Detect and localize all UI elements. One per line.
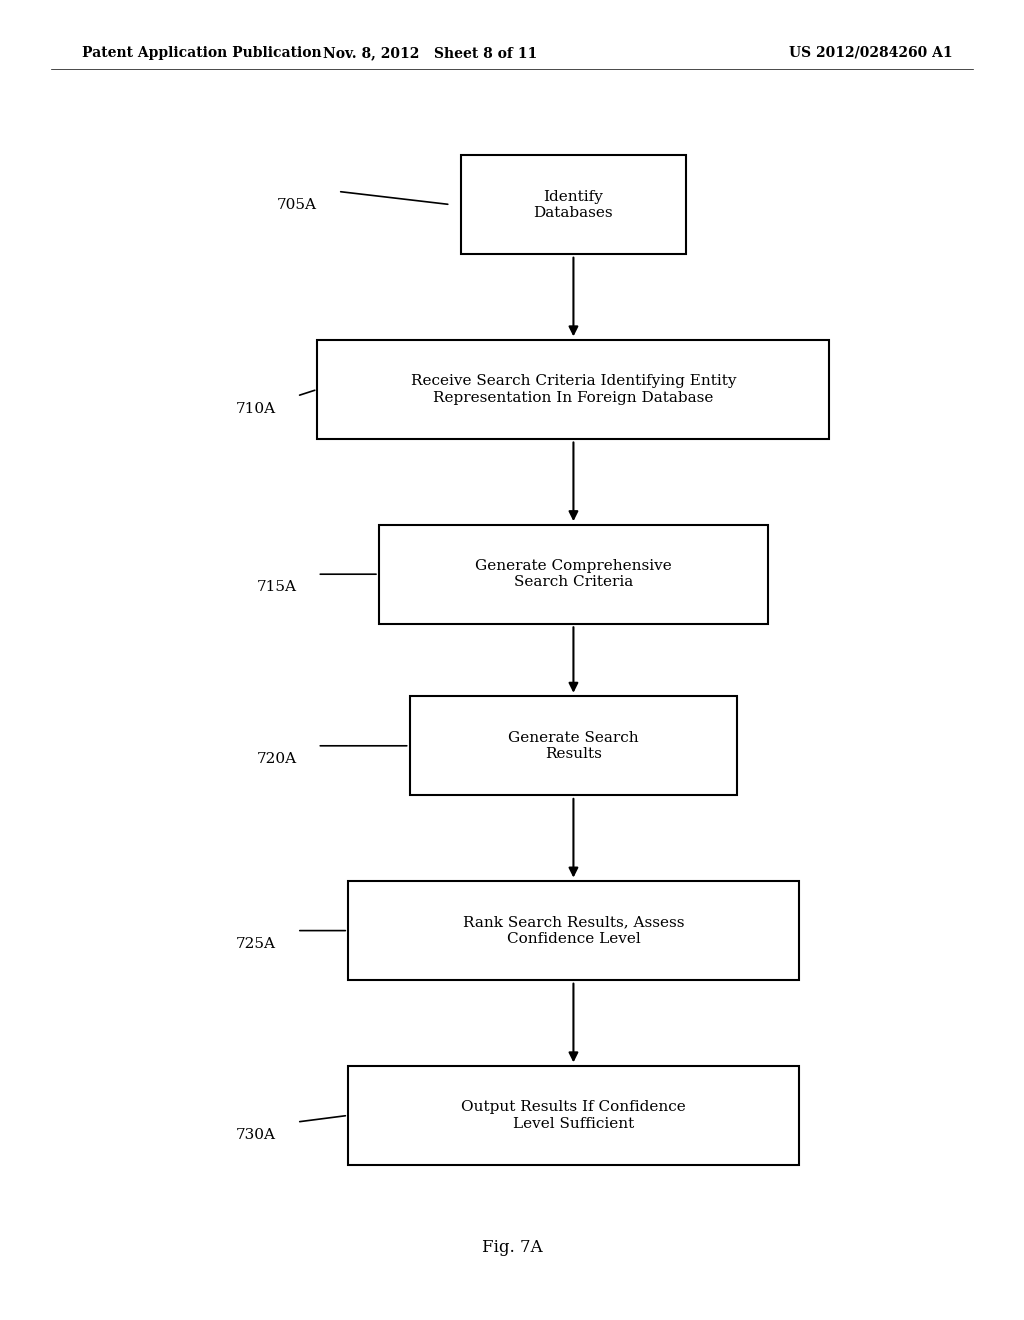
FancyBboxPatch shape	[379, 525, 768, 624]
Text: 710A: 710A	[236, 403, 276, 416]
Text: 720A: 720A	[256, 752, 297, 766]
FancyBboxPatch shape	[410, 697, 737, 795]
Text: Fig. 7A: Fig. 7A	[481, 1239, 543, 1255]
FancyBboxPatch shape	[348, 1067, 799, 1166]
Text: US 2012/0284260 A1: US 2012/0284260 A1	[788, 46, 952, 59]
Text: Identify
Databases: Identify Databases	[534, 190, 613, 219]
FancyBboxPatch shape	[317, 341, 829, 438]
Text: Generate Comprehensive
Search Criteria: Generate Comprehensive Search Criteria	[475, 560, 672, 589]
Text: 715A: 715A	[256, 581, 297, 594]
Text: 705A: 705A	[276, 198, 317, 211]
Text: 725A: 725A	[236, 937, 276, 950]
Text: Nov. 8, 2012   Sheet 8 of 11: Nov. 8, 2012 Sheet 8 of 11	[323, 46, 538, 59]
Text: Generate Search
Results: Generate Search Results	[508, 731, 639, 760]
FancyBboxPatch shape	[348, 882, 799, 979]
Text: Patent Application Publication: Patent Application Publication	[82, 46, 322, 59]
FancyBboxPatch shape	[461, 156, 686, 253]
Text: Output Results If Confidence
Level Sufficient: Output Results If Confidence Level Suffi…	[461, 1101, 686, 1130]
Text: 730A: 730A	[236, 1129, 276, 1142]
Text: Rank Search Results, Assess
Confidence Level: Rank Search Results, Assess Confidence L…	[463, 916, 684, 945]
Text: Receive Search Criteria Identifying Entity
Representation In Foreign Database: Receive Search Criteria Identifying Enti…	[411, 375, 736, 404]
